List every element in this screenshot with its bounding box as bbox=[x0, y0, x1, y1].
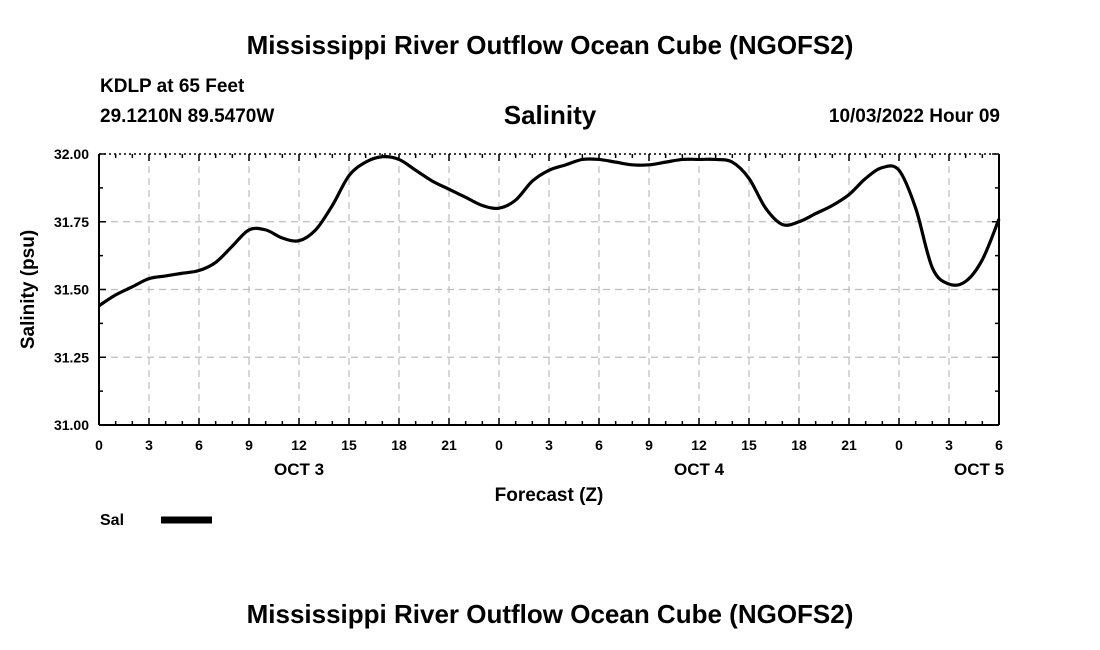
y-tick-label: 31.00 bbox=[54, 417, 89, 433]
x-tick-label: 3 bbox=[545, 437, 553, 453]
x-tick-label: 9 bbox=[245, 437, 253, 453]
x-tick-label: 6 bbox=[195, 437, 203, 453]
x-tick-label: 21 bbox=[441, 437, 457, 453]
y-tick-label: 31.25 bbox=[54, 349, 89, 365]
x-tick-label: 9 bbox=[645, 437, 653, 453]
station-label: KDLP at 65 Feet bbox=[100, 76, 245, 97]
legend-label: Sal bbox=[100, 512, 124, 529]
x-tick-label: 12 bbox=[691, 437, 707, 453]
x-tick-label: 15 bbox=[341, 437, 357, 453]
date-label: OCT 4 bbox=[674, 460, 725, 479]
x-tick-label: 0 bbox=[95, 437, 103, 453]
y-axis-label: Salinity (psu) bbox=[18, 230, 39, 349]
x-tick-label: 21 bbox=[841, 437, 857, 453]
x-tick-label: 6 bbox=[595, 437, 603, 453]
y-tick-label: 32.00 bbox=[54, 146, 89, 162]
y-tick-label: 31.75 bbox=[54, 214, 89, 230]
x-tick-label: 15 bbox=[741, 437, 757, 453]
page-title: Mississippi River Outflow Ocean Cube (NG… bbox=[246, 30, 854, 60]
x-tick-label: 3 bbox=[145, 437, 153, 453]
x-tick-label: 18 bbox=[391, 437, 407, 453]
chart-title: Salinity bbox=[503, 100, 597, 130]
x-tick-label: 12 bbox=[291, 437, 307, 453]
x-axis-label: Forecast (Z) bbox=[495, 485, 604, 506]
series-line-sal bbox=[98, 155, 1001, 308]
y-tick-label: 31.50 bbox=[54, 282, 89, 298]
datetime-label: 10/03/2022 Hour 09 bbox=[828, 106, 1000, 127]
date-label: OCT 5 bbox=[954, 460, 1004, 479]
x-tick-label: 3 bbox=[945, 437, 953, 453]
x-tick-label: 18 bbox=[791, 437, 807, 453]
x-tick-label: 0 bbox=[495, 437, 503, 453]
date-label: OCT 3 bbox=[274, 460, 324, 479]
footer-title: Mississippi River Outflow Ocean Cube (NG… bbox=[246, 599, 854, 629]
x-tick-label: 6 bbox=[995, 437, 1003, 453]
coordinates-label: 29.1210N 89.5470W bbox=[100, 106, 275, 127]
x-tick-label: 0 bbox=[895, 437, 903, 453]
